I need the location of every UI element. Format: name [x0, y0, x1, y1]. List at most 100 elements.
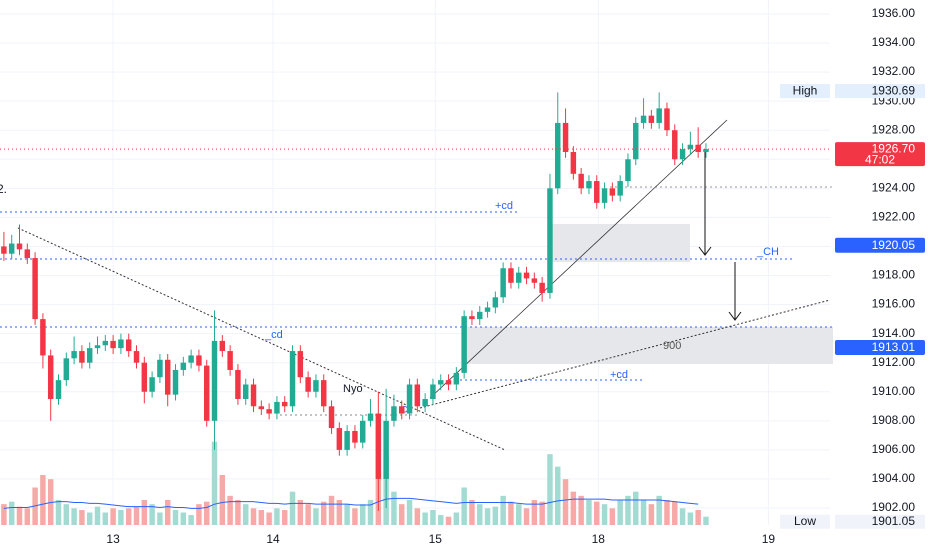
volume-bar	[406, 500, 413, 525]
volume-bar	[149, 504, 155, 525]
volume-bar	[125, 508, 132, 525]
x-tick-label: 19	[762, 532, 776, 546]
volume-bar	[703, 516, 709, 525]
volume-bar	[625, 495, 631, 525]
volume-bar	[414, 508, 421, 525]
volume-bar	[484, 508, 491, 525]
candle-body	[71, 351, 77, 359]
volume-bar	[391, 491, 397, 525]
volume-bar	[438, 515, 444, 525]
annotation: 900	[663, 340, 681, 352]
candle-body	[445, 380, 452, 385]
candle-body	[687, 144, 694, 150]
drawings	[0, 119, 833, 451]
volume-bar	[492, 506, 499, 525]
volume-bar	[266, 512, 272, 525]
candle-body	[305, 377, 311, 392]
candle-body	[118, 339, 124, 349]
y-tick-label: 1932.00	[872, 64, 916, 78]
volume-bar	[477, 504, 483, 525]
candle-body	[633, 122, 639, 160]
volume-bar	[133, 506, 140, 525]
volume-bar	[633, 491, 639, 525]
volume-bar	[617, 500, 623, 525]
candle-body	[63, 358, 70, 381]
volume-bar	[63, 504, 70, 525]
extreme-tag-bg	[780, 514, 830, 529]
candle-body	[250, 384, 257, 407]
candle-body	[258, 406, 265, 410]
volume-bar	[672, 501, 678, 525]
volume-bar	[594, 501, 600, 525]
candle-body	[172, 369, 179, 395]
candle-body	[149, 377, 155, 392]
candle-body	[336, 428, 343, 450]
candle-body	[313, 380, 319, 392]
volume-bar	[539, 501, 545, 525]
y-tick-label: 1910.00	[872, 384, 916, 398]
annotation: Ch	[401, 404, 413, 414]
candle-body	[328, 406, 335, 429]
candle-body	[703, 149, 709, 152]
volume-bar	[211, 441, 218, 525]
x-tick-label: 15	[429, 532, 443, 546]
trend-line	[429, 119, 728, 399]
x-tick-label: 13	[106, 532, 120, 546]
volume-bar	[664, 500, 670, 525]
candle-body	[648, 115, 655, 123]
y-tick-label: 1916.00	[872, 297, 916, 311]
volume-bar	[586, 500, 592, 525]
candle-body	[438, 380, 444, 385]
volume-bar	[578, 495, 584, 525]
annotation: _CH	[756, 246, 779, 258]
candle-body	[679, 149, 686, 160]
candle-body	[196, 355, 202, 366]
candle-body	[469, 316, 475, 320]
candle-body	[133, 351, 140, 363]
volume-bar	[445, 516, 452, 525]
candle-body	[531, 278, 538, 283]
countdown: 47:02	[865, 152, 895, 166]
volume-bar	[640, 500, 647, 525]
volume-bar	[360, 504, 366, 525]
candle-body	[672, 130, 678, 160]
candle-body	[399, 406, 405, 414]
annotation: +cd	[610, 369, 628, 381]
y-tick-label: 1924.00	[872, 180, 916, 194]
annotation: +cd	[495, 200, 513, 212]
candle-body	[360, 420, 366, 443]
candle-body	[430, 384, 436, 400]
volume-bar	[71, 508, 77, 525]
grid	[0, 0, 830, 525]
volume-bar	[79, 510, 85, 525]
candle-body	[32, 258, 38, 320]
annotation: Nyo	[343, 383, 363, 395]
candle-body	[180, 362, 187, 370]
candle-body	[484, 307, 491, 312]
candle-body	[102, 340, 109, 346]
volume-bar	[344, 504, 350, 525]
candle-body	[110, 340, 116, 349]
extreme-value-bg	[835, 514, 925, 529]
arrow-head	[698, 246, 712, 256]
volume-bar	[422, 512, 428, 525]
volume-bar	[609, 508, 616, 525]
volume-bar	[258, 510, 265, 525]
volume-bar	[196, 504, 202, 525]
candle-body	[586, 181, 592, 189]
volume-bar	[86, 512, 93, 525]
y-tick-label: 1902.00	[872, 500, 916, 514]
volume-bar	[94, 506, 101, 525]
volume-bar	[24, 508, 31, 525]
candle-body	[211, 340, 218, 421]
candle-body	[227, 351, 233, 370]
y-tick-label: 1936.00	[872, 6, 916, 20]
volume-bar	[516, 504, 522, 525]
candle-body	[266, 409, 272, 414]
candle-body	[601, 188, 608, 203]
extreme-tag-bg	[780, 84, 830, 99]
candle-body	[219, 340, 226, 352]
candle-body	[609, 188, 616, 196]
level-label-bg	[835, 237, 925, 253]
candle-body	[539, 282, 545, 293]
